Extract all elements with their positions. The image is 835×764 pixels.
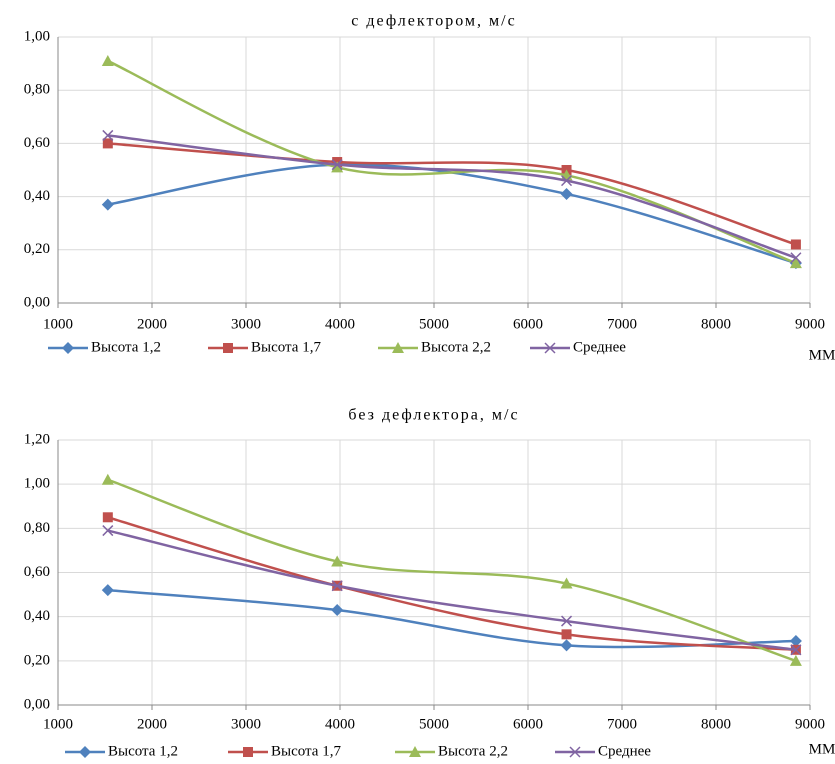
y-tick-label: 0,20 <box>24 241 50 257</box>
legend-label: Высота 1,7 <box>271 743 341 759</box>
x-tick-label: 3000 <box>231 316 261 332</box>
data-point <box>101 54 114 66</box>
x-tick-label: 9000 <box>795 316 825 332</box>
data-point <box>331 161 344 173</box>
x-tick-label: 6000 <box>513 316 543 332</box>
legend-label: Высота 1,7 <box>251 339 321 355</box>
data-point <box>102 129 114 141</box>
data-point <box>790 644 802 656</box>
legend-marker <box>569 746 581 758</box>
x-tick-label: 4000 <box>325 316 355 332</box>
data-point <box>561 629 572 640</box>
x-tick-label: 4000 <box>325 716 355 732</box>
data-point <box>331 555 344 567</box>
data-point <box>789 634 802 647</box>
series-line <box>107 163 797 265</box>
chart-title: с дефлектором, м/с <box>351 13 516 30</box>
x-tick-label: 8000 <box>701 316 731 332</box>
legend-label: Среднее <box>573 339 626 355</box>
chart-title: без дефлектора, м/с <box>348 407 519 424</box>
legend-marker <box>79 746 91 758</box>
legend-label: Высота 1,2 <box>108 743 178 759</box>
x-tick-label: 3000 <box>231 716 261 732</box>
data-point <box>561 175 573 187</box>
x-tick-label: 1000 <box>43 316 73 332</box>
data-point <box>102 138 113 149</box>
data-point <box>331 159 343 171</box>
legend-label: Высота 2,2 <box>421 339 491 355</box>
legend-marker <box>409 746 421 757</box>
y-tick-label: 1,00 <box>24 28 50 44</box>
legend-marker <box>544 342 556 354</box>
data-point <box>560 639 573 652</box>
data-point <box>560 187 573 200</box>
data-point <box>560 577 573 589</box>
y-tick-label: 0,40 <box>24 188 50 204</box>
series-line <box>107 134 797 259</box>
x-tick-label: 2000 <box>137 716 167 732</box>
x-tick-label: 9000 <box>795 716 825 732</box>
x-tick-label: 8000 <box>701 716 731 732</box>
data-point <box>789 257 802 269</box>
legend-marker <box>223 343 233 353</box>
data-point <box>101 473 114 485</box>
series-line <box>107 478 797 663</box>
legend-label: Высота 1,2 <box>91 339 161 355</box>
data-point <box>331 604 344 617</box>
series-line <box>107 529 797 652</box>
legend-marker <box>243 747 253 757</box>
y-tick-label: 0,40 <box>24 608 50 624</box>
y-tick-label: 1,20 <box>24 431 50 447</box>
x-tick-label: 7000 <box>607 716 637 732</box>
y-tick-label: 0,00 <box>24 696 50 712</box>
x-tick-label: 2000 <box>137 316 167 332</box>
data-point <box>101 584 114 597</box>
x-axis-label: ММ <box>809 741 835 757</box>
y-tick-label: 0,80 <box>24 82 50 98</box>
y-tick-label: 1,00 <box>24 476 50 492</box>
data-point <box>102 512 113 523</box>
x-axis-label: ММ <box>809 347 835 363</box>
x-tick-label: 5000 <box>419 716 449 732</box>
x-tick-label: 5000 <box>419 316 449 332</box>
legend-label: Высота 2,2 <box>438 743 508 759</box>
data-point <box>790 239 801 250</box>
data-point <box>790 252 802 264</box>
legend-label: Среднее <box>598 743 651 759</box>
x-tick-label: 6000 <box>513 716 543 732</box>
x-tick-label: 7000 <box>607 316 637 332</box>
y-tick-label: 0,60 <box>24 135 50 151</box>
data-point <box>102 525 114 537</box>
y-tick-label: 0,80 <box>24 520 50 536</box>
y-tick-label: 0,60 <box>24 564 50 580</box>
x-tick-label: 1000 <box>43 716 73 732</box>
series-line <box>107 142 797 246</box>
data-point <box>561 615 573 627</box>
data-point <box>789 654 802 666</box>
y-tick-label: 0,20 <box>24 652 50 668</box>
data-point <box>101 198 114 211</box>
data-point <box>331 580 343 592</box>
y-tick-label: 0,00 <box>24 294 50 310</box>
legend-marker <box>62 342 74 354</box>
legend-marker <box>392 342 404 353</box>
series-line <box>107 516 796 652</box>
